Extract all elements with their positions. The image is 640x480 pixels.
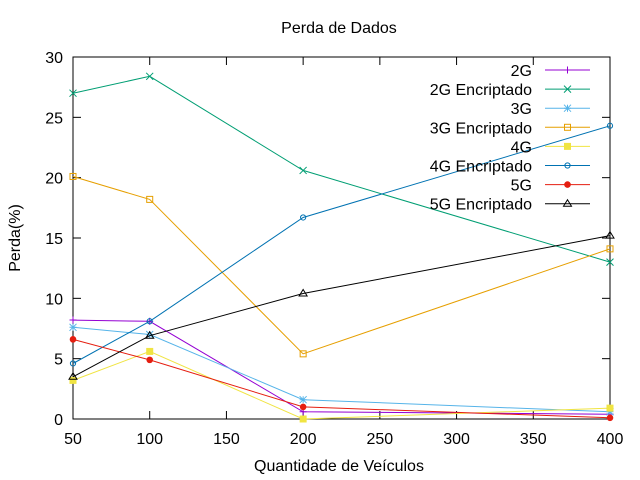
legend-label: 4G xyxy=(511,139,532,156)
x-axis-label: Quantidade de Veículos xyxy=(254,458,424,475)
legend-marker xyxy=(563,85,572,93)
data-point xyxy=(606,245,614,253)
y-tick-label: 5 xyxy=(54,352,63,369)
data-point xyxy=(69,323,77,332)
data-point xyxy=(69,336,77,343)
series-layer xyxy=(68,72,615,423)
legend-item: 4G Encriptado xyxy=(430,159,590,176)
x-tick-label: 350 xyxy=(520,431,547,448)
data-point xyxy=(606,404,614,412)
legend-label: 3G xyxy=(511,101,532,118)
x-tick-label: 200 xyxy=(290,431,317,448)
data-point xyxy=(298,288,309,297)
legend-item: 2G xyxy=(511,63,590,80)
legend-marker xyxy=(564,142,571,150)
data-point xyxy=(299,415,307,423)
data-point xyxy=(144,330,155,339)
x-tick-label: 300 xyxy=(443,431,470,448)
x-tick-label: 400 xyxy=(597,431,624,448)
legend-item: 5G xyxy=(511,178,590,195)
data-point xyxy=(69,172,77,180)
legend-marker xyxy=(564,123,571,131)
legend-item: 5G Encriptado xyxy=(430,197,590,214)
legend-label: 2G Encriptado xyxy=(430,82,532,99)
data-point xyxy=(300,214,307,221)
y-tick-label: 0 xyxy=(54,412,63,429)
x-tick-label: 50 xyxy=(64,431,82,448)
series-line xyxy=(72,176,611,355)
legend-item: 2G Encriptado xyxy=(430,82,590,99)
data-point xyxy=(68,371,78,380)
data-point xyxy=(145,330,154,339)
legend-label: 3G Encriptado xyxy=(430,120,532,137)
data-point xyxy=(146,318,153,325)
legend-item: 3G xyxy=(511,101,590,118)
series-3 xyxy=(69,172,614,358)
x-tick-label: 150 xyxy=(213,431,240,448)
legend-marker xyxy=(563,104,572,113)
series-line xyxy=(72,125,611,364)
legend-label: 2G xyxy=(511,63,532,80)
y-tick-label: 25 xyxy=(45,110,63,127)
legend-item: 3G Encriptado xyxy=(430,120,590,137)
series-4 xyxy=(69,347,614,423)
series-line xyxy=(72,235,611,378)
legend-label: 5G Encriptado xyxy=(430,197,532,214)
x-tick-label: 250 xyxy=(367,431,394,448)
data-point xyxy=(299,395,307,404)
data-point xyxy=(606,258,614,266)
series-line xyxy=(72,338,611,419)
data-point xyxy=(146,347,154,355)
data-point xyxy=(69,316,77,324)
series-line xyxy=(72,350,611,420)
data-point xyxy=(606,122,614,129)
data-point xyxy=(606,414,614,422)
series-1 xyxy=(69,72,614,266)
series-0 xyxy=(69,316,614,418)
legend-marker xyxy=(564,162,571,169)
data-point xyxy=(299,403,307,411)
x-tick-label: 100 xyxy=(136,431,163,448)
data-point xyxy=(299,350,307,358)
series-line xyxy=(72,326,611,413)
series-6 xyxy=(69,336,614,422)
legend-label: 5G xyxy=(511,178,532,195)
y-tick-label: 15 xyxy=(45,231,63,248)
data-point xyxy=(146,195,154,203)
data-point xyxy=(299,166,307,175)
chart-title: Perda de Dados xyxy=(281,20,397,37)
data-point xyxy=(69,89,77,98)
legend-marker xyxy=(562,198,573,207)
y-tick-label: 30 xyxy=(45,50,63,67)
data-point xyxy=(69,376,77,384)
data-point xyxy=(606,407,614,416)
y-tick-label: 20 xyxy=(45,171,63,188)
legend-marker xyxy=(564,181,571,188)
series-line xyxy=(72,75,611,263)
series-5 xyxy=(69,122,614,367)
legend-marker xyxy=(564,66,571,74)
data-point xyxy=(146,356,154,364)
data-point xyxy=(605,230,615,239)
legend-item: 4G xyxy=(511,139,590,156)
axes: 50 100 150 200 250 300 350 400 0 5 10 15 20 25 30 xyxy=(45,50,623,448)
series-line xyxy=(72,319,611,415)
data-point xyxy=(69,360,77,367)
series-7 xyxy=(68,230,615,380)
series-2 xyxy=(69,323,614,416)
y-axis-label: Perda(%) xyxy=(7,204,24,272)
data-point xyxy=(145,72,154,81)
legend: 2G 2G Encriptado 3G 3G Encriptado 4G 4G Encri… xyxy=(430,63,590,214)
legend-label: 4G Encriptado xyxy=(430,159,532,176)
y-tick-label: 10 xyxy=(45,291,63,308)
